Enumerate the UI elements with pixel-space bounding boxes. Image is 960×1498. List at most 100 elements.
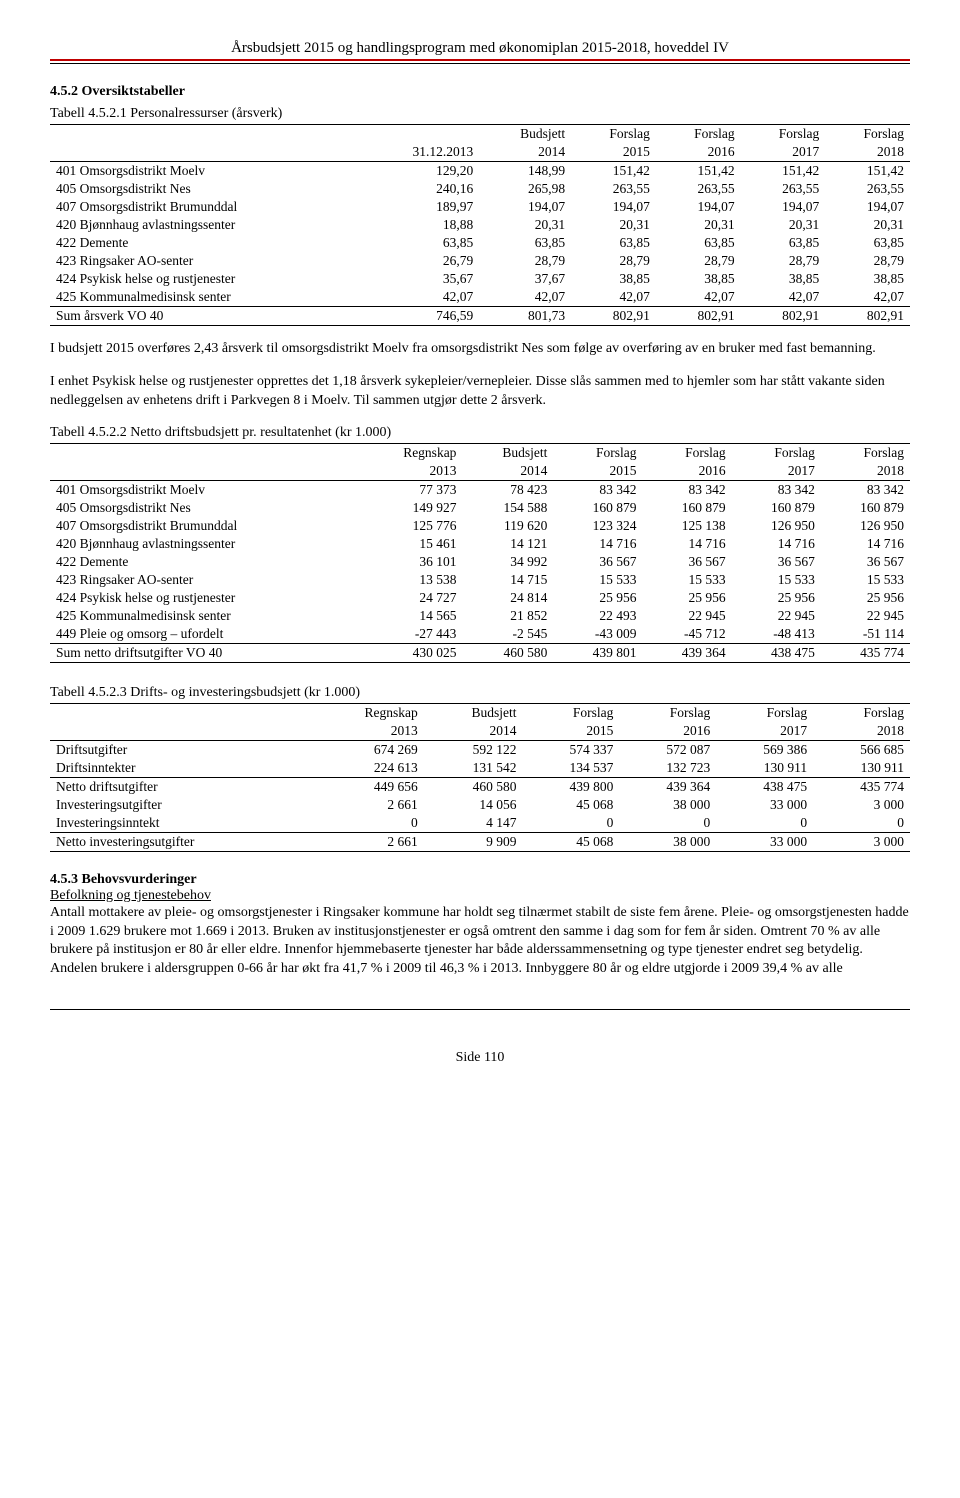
table-cell: 42,07: [362, 288, 479, 307]
table-cell: 425 Kommunalmedisinsk senter: [50, 288, 362, 307]
table-cell: 18,88: [362, 216, 479, 234]
column-header: Budsjett: [479, 125, 571, 144]
table-cell: 125 138: [643, 517, 732, 535]
table-row: Investeringsutgifter2 66114 05645 06838 …: [50, 796, 910, 814]
table-cell: -48 413: [732, 625, 821, 644]
table-cell: 24 727: [358, 589, 462, 607]
table-cell: 149 927: [358, 499, 462, 517]
table-cell: 14 716: [821, 535, 910, 553]
table-cell: 405 Omsorgsdistrikt Nes: [50, 180, 362, 198]
column-header: [50, 143, 362, 162]
table-row: Netto investeringsutgifter2 6619 90945 0…: [50, 832, 910, 851]
table-cell: 63,85: [741, 234, 826, 252]
table-cell: 33 000: [716, 832, 813, 851]
table-cell: 42,07: [571, 288, 656, 307]
table-cell: -43 009: [553, 625, 642, 644]
table-cell: 119 620: [462, 517, 553, 535]
table-cell: 35,67: [362, 270, 479, 288]
column-header: Forslag: [716, 703, 813, 722]
table-cell: 3 000: [813, 832, 910, 851]
page-header-title: Årsbudsjett 2015 og handlingsprogram med…: [50, 40, 910, 57]
table-cell: 263,55: [571, 180, 656, 198]
table-cell: 24 814: [462, 589, 553, 607]
table-cell: 0: [311, 814, 424, 833]
table-cell: 130 911: [813, 759, 910, 778]
table-cell: 38,85: [571, 270, 656, 288]
para-2: I enhet Psykisk helse og rustjenester op…: [50, 373, 910, 411]
table-cell: 20,31: [656, 216, 741, 234]
column-header: [362, 125, 479, 144]
table-cell: Driftsutgifter: [50, 740, 311, 759]
table-cell: 401 Omsorgsdistrikt Moelv: [50, 480, 358, 499]
column-header: 2015: [571, 143, 656, 162]
footer-rule: [50, 1009, 910, 1010]
table-row: Sum netto driftsutgifter VO 40430 025460…: [50, 643, 910, 662]
table-cell: 14 121: [462, 535, 553, 553]
table2-caption: Tabell 4.5.2.2 Netto driftsbudsjett pr. …: [50, 425, 910, 441]
column-header: Regnskap: [311, 703, 424, 722]
table-cell: 21 852: [462, 607, 553, 625]
table-cell: Driftsinntekter: [50, 759, 311, 778]
table-cell: 439 364: [619, 777, 716, 796]
table-cell: 3 000: [813, 796, 910, 814]
column-header: 2013: [311, 722, 424, 741]
table-cell: 407 Omsorgsdistrikt Brumunddal: [50, 198, 362, 216]
table-cell: 25 956: [553, 589, 642, 607]
table-row: 401 Omsorgsdistrikt Moelv77 37378 42383 …: [50, 480, 910, 499]
table-cell: 0: [716, 814, 813, 833]
table-cell: 0: [813, 814, 910, 833]
column-header: 2017: [716, 722, 813, 741]
table-cell: 28,79: [479, 252, 571, 270]
table-cell: 15 533: [643, 571, 732, 589]
table-cell: 592 122: [424, 740, 523, 759]
table-cell: 802,91: [656, 307, 741, 326]
table-cell: 194,07: [741, 198, 826, 216]
column-header: 2014: [462, 462, 553, 481]
table-cell: 28,79: [825, 252, 910, 270]
table-cell: 439 364: [643, 643, 732, 662]
table-row: 420 Bjønnhaug avlastningssenter15 46114 …: [50, 535, 910, 553]
table-cell: 13 538: [358, 571, 462, 589]
table-cell: 36 101: [358, 553, 462, 571]
table-cell: 14 715: [462, 571, 553, 589]
table-cell: 42,07: [741, 288, 826, 307]
table-cell: 194,07: [825, 198, 910, 216]
table2: RegnskapBudsjettForslagForslagForslagFor…: [50, 443, 910, 663]
column-header: 2014: [479, 143, 571, 162]
table-cell: 134 537: [523, 759, 620, 778]
table-row: 423 Ringsaker AO-senter13 53814 71515 53…: [50, 571, 910, 589]
table-cell: 574 337: [523, 740, 620, 759]
column-header: [50, 443, 358, 462]
table-cell: 28,79: [741, 252, 826, 270]
table-cell: 15 533: [821, 571, 910, 589]
table-cell: 25 956: [821, 589, 910, 607]
table-row: 422 Demente36 10134 99236 56736 56736 56…: [50, 553, 910, 571]
column-header: 2017: [741, 143, 826, 162]
table-cell: 63,85: [362, 234, 479, 252]
column-header: Forslag: [813, 703, 910, 722]
table-cell: 194,07: [656, 198, 741, 216]
table-cell: 460 580: [424, 777, 523, 796]
column-header: Forslag: [741, 125, 826, 144]
table-cell: 0: [523, 814, 620, 833]
table-row: 422 Demente63,8563,8563,8563,8563,8563,8…: [50, 234, 910, 252]
table-cell: 194,07: [479, 198, 571, 216]
page-footer: Side 110: [50, 1050, 910, 1066]
table-cell: 20,31: [571, 216, 656, 234]
column-header: [50, 722, 311, 741]
table-cell: 25 956: [643, 589, 732, 607]
table-cell: 160 879: [553, 499, 642, 517]
table-cell: 42,07: [656, 288, 741, 307]
table-cell: -51 114: [821, 625, 910, 644]
column-header: [50, 703, 311, 722]
header-rule-thin: [50, 63, 910, 64]
section-452-heading: 4.5.2 Oversiktstabeller: [50, 84, 910, 100]
table-cell: 22 945: [821, 607, 910, 625]
table-cell: 28,79: [656, 252, 741, 270]
table-cell: 63,85: [656, 234, 741, 252]
column-header: Forslag: [553, 443, 642, 462]
column-header: 2018: [825, 143, 910, 162]
column-header: Forslag: [571, 125, 656, 144]
table-cell: 36 567: [732, 553, 821, 571]
table-cell: 263,55: [741, 180, 826, 198]
